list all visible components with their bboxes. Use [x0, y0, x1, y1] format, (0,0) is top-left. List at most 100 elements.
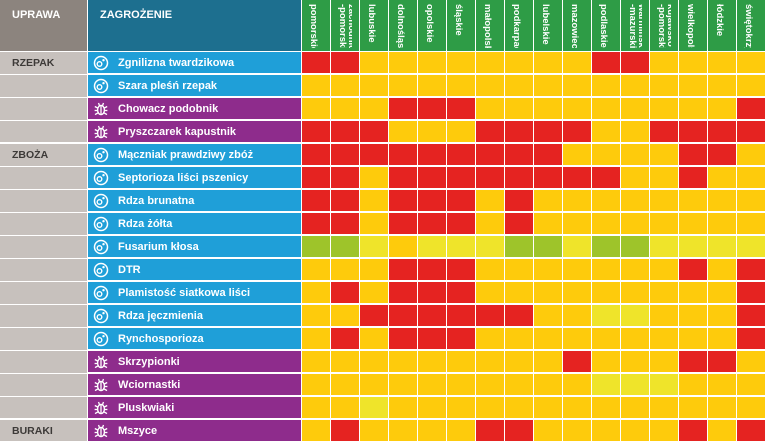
risk-cell: [389, 282, 417, 303]
risk-cell: [679, 190, 707, 211]
risk-cell: [563, 52, 591, 73]
region-header: kujawsko -pomorskie: [650, 0, 678, 51]
bug-icon: [93, 124, 109, 140]
risk-cell: [447, 167, 475, 188]
row-separator: [0, 373, 87, 374]
risk-cell: [302, 144, 330, 165]
risk-cell: [737, 98, 765, 119]
risk-cell: [650, 75, 678, 96]
risk-cell: [592, 52, 620, 73]
threat-name: Mszyce: [118, 424, 158, 437]
risk-cell: [737, 144, 765, 165]
risk-cell: [331, 52, 359, 73]
risk-cell: [447, 420, 475, 441]
risk-cell: [302, 420, 330, 441]
region-label: małopolskie: [483, 4, 493, 48]
threat-row: Septorioza liści pszenicy: [88, 167, 301, 188]
risk-cell: [302, 374, 330, 395]
risk-cell: [621, 351, 649, 372]
risk-cell: [302, 213, 330, 234]
threat-header-label: ZAGROŻENIE: [100, 9, 173, 21]
risk-cell: [592, 351, 620, 372]
region-header: lubelskie: [534, 0, 562, 51]
risk-cell: [563, 213, 591, 234]
risk-cell: [708, 397, 736, 418]
row-separator: [0, 304, 87, 305]
threat-name: Fusarium kłosa: [118, 240, 199, 253]
threat-row: Rdza brunatna: [88, 190, 301, 211]
region-label: kujawsko -pomorskie: [657, 4, 671, 48]
threat-name: Rdza jęczmienia: [118, 309, 203, 322]
risk-cell: [592, 167, 620, 188]
risk-cell: [563, 167, 591, 188]
risk-cell: [505, 144, 533, 165]
risk-cell: [331, 282, 359, 303]
row-separator: [0, 235, 87, 236]
threat-row: Chowacz podobnik: [88, 98, 301, 119]
risk-cell: [360, 213, 388, 234]
risk-cell: [331, 144, 359, 165]
threat-row: Rdza jęczmienia: [88, 305, 301, 326]
risk-cell: [447, 98, 475, 119]
risk-cell: [679, 282, 707, 303]
risk-cell: [563, 121, 591, 142]
crop-label: BURAKI: [12, 425, 53, 437]
risk-cell: [737, 328, 765, 349]
risk-cell: [447, 282, 475, 303]
risk-cell: [592, 282, 620, 303]
risk-cell: [418, 328, 446, 349]
risk-cell: [331, 167, 359, 188]
risk-cell: [418, 351, 446, 372]
row-separator: [0, 396, 87, 397]
pathogen-icon: [93, 239, 109, 255]
risk-cell: [534, 167, 562, 188]
risk-cell: [679, 259, 707, 280]
risk-cell: [679, 98, 707, 119]
region-label: wielkopolskie: [686, 4, 696, 48]
region-label: warmińsko -mazurskie: [628, 4, 642, 48]
risk-cell: [360, 259, 388, 280]
region-header: śląskie: [447, 0, 475, 51]
risk-cell: [505, 328, 533, 349]
risk-cell: [389, 213, 417, 234]
risk-cell: [592, 75, 620, 96]
risk-cell: [650, 305, 678, 326]
risk-cell: [621, 305, 649, 326]
risk-cell: [505, 397, 533, 418]
risk-cell: [505, 420, 533, 441]
threat-row: Szara pleśń rzepak: [88, 75, 301, 96]
region-label: podkarpackie: [512, 4, 522, 48]
risk-cell: [302, 259, 330, 280]
risk-cell: [418, 98, 446, 119]
risk-cell: [360, 121, 388, 142]
row-separator: [0, 166, 87, 167]
threat-column-header: ZAGROŻENIE: [88, 0, 301, 51]
region-label: lubelskie: [541, 4, 551, 45]
risk-cell: [447, 397, 475, 418]
threat-row: Zgnilizna twardzikowa: [88, 52, 301, 73]
risk-cell: [476, 121, 504, 142]
risk-cell: [621, 75, 649, 96]
risk-cell: [447, 213, 475, 234]
risk-cell: [418, 75, 446, 96]
risk-cell: [621, 282, 649, 303]
threat-row: Pryszczarek kapustnik: [88, 121, 301, 142]
risk-cell: [360, 420, 388, 441]
region-label: lubuskie: [367, 4, 377, 43]
risk-cell: [563, 190, 591, 211]
threat-row: Rdza żółta: [88, 213, 301, 234]
risk-cell: [592, 213, 620, 234]
risk-cell: [534, 144, 562, 165]
risk-cell: [534, 98, 562, 119]
risk-cell: [418, 282, 446, 303]
risk-cell: [534, 121, 562, 142]
risk-cell: [534, 282, 562, 303]
threat-name: Zgnilizna twardzikowa: [118, 56, 235, 69]
risk-cell: [592, 374, 620, 395]
risk-cell: [679, 144, 707, 165]
risk-cell: [708, 420, 736, 441]
risk-cell: [650, 420, 678, 441]
region-label: zachodnio -pomorskie: [338, 4, 352, 48]
risk-cell: [505, 213, 533, 234]
risk-cell: [505, 351, 533, 372]
